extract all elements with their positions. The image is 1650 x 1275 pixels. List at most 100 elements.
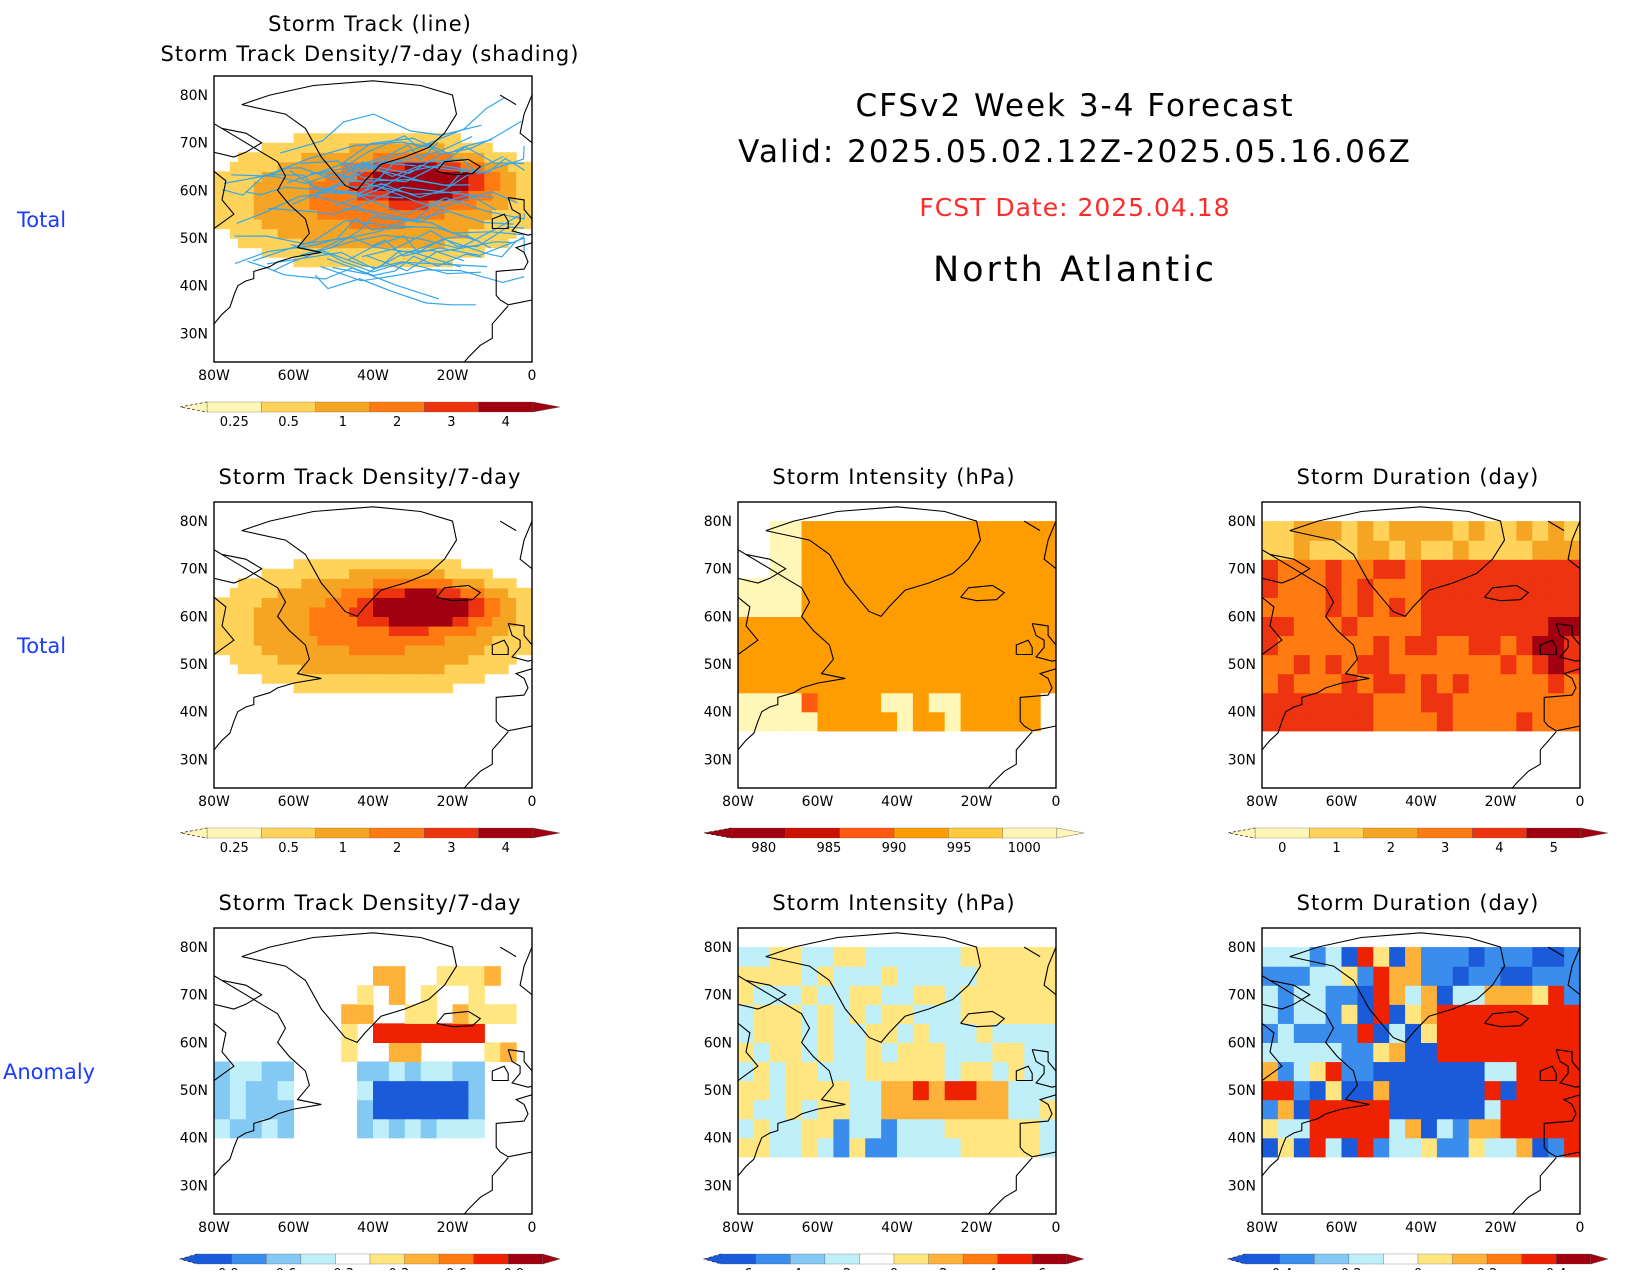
- grid-cell: [1436, 966, 1454, 986]
- grid-cell: [396, 597, 406, 608]
- grid-cell: [897, 1023, 914, 1043]
- grid-cell: [865, 1118, 882, 1139]
- grid-cell: [484, 180, 493, 191]
- grid-cell: [293, 190, 303, 201]
- grid-cell: [388, 152, 398, 163]
- grid-cell: [388, 133, 398, 144]
- grid-cell: [468, 180, 477, 191]
- colorbar-label: -0.4: [1267, 1267, 1292, 1270]
- grid-cell: [245, 1099, 263, 1120]
- grid-cell: [492, 664, 501, 675]
- grid-cell: [865, 521, 882, 541]
- grid-cell: [237, 654, 247, 665]
- grid-cell: [468, 985, 485, 1005]
- grid-cell: [444, 645, 454, 656]
- grid-cell: [1325, 711, 1343, 732]
- grid-cell: [452, 1061, 469, 1082]
- grid-cell: [1405, 1099, 1422, 1120]
- grid-cell: [785, 1099, 803, 1120]
- grid-cell: [484, 966, 501, 986]
- panel-title-track-shading: Storm Track Density/7-day (shading): [160, 42, 580, 66]
- grid-cell: [849, 1042, 866, 1063]
- grid-cell: [388, 1042, 406, 1063]
- grid-cell: [1309, 1004, 1327, 1024]
- grid-cell: [349, 247, 358, 258]
- grid-cell: [245, 171, 255, 182]
- grid-cell: [404, 161, 414, 172]
- grid-cell: [500, 180, 509, 191]
- grid-cell: [1389, 673, 1406, 694]
- grid-cell: [1389, 1118, 1406, 1139]
- grid-cell: [301, 219, 310, 230]
- grid-cell: [484, 587, 493, 598]
- grid-cell: [1452, 616, 1470, 637]
- x-tick-label: 20W: [437, 1220, 469, 1236]
- grid-cell: [301, 606, 310, 617]
- coastline: [214, 979, 263, 1010]
- grid-cell: [349, 587, 358, 598]
- coastline: [436, 1010, 482, 1028]
- grid-cell: [912, 635, 930, 656]
- grid-cell: [1516, 559, 1533, 579]
- grid-cell: [1357, 1099, 1374, 1120]
- x-tick-label: 40W: [357, 1220, 389, 1236]
- grid-cell: [912, 616, 930, 637]
- grid-cell: [1309, 559, 1327, 579]
- grid-cell: [1008, 947, 1025, 967]
- grid-cell: [436, 219, 446, 230]
- grid-cell: [1516, 1137, 1533, 1158]
- grid-cell: [277, 152, 287, 163]
- colorbar-segment: [1314, 1253, 1350, 1265]
- grid-cell: [380, 654, 390, 665]
- grid-cell: [1421, 597, 1438, 617]
- grid-cell: [1436, 1099, 1454, 1120]
- grid-cell: [1564, 985, 1580, 1005]
- grid-cell: [444, 133, 454, 144]
- grid-cell: [484, 1004, 501, 1024]
- grid-cell: [1040, 521, 1056, 541]
- grid-cell: [388, 597, 398, 608]
- grid-cell: [524, 161, 532, 172]
- grid-cell: [436, 1061, 454, 1082]
- grid-cell: [285, 238, 295, 249]
- grid-cell: [349, 664, 358, 675]
- grid-cell: [388, 683, 398, 694]
- grid-cell: [293, 180, 303, 191]
- grid-cell: [1373, 578, 1390, 598]
- grid-cell: [1341, 1061, 1358, 1082]
- grid-cell: [325, 247, 334, 258]
- grid-cell: [1500, 559, 1517, 579]
- grid-cell: [500, 654, 509, 665]
- grid-cell: [468, 1080, 485, 1101]
- grid-cell: [221, 597, 231, 608]
- grid-cell: [365, 587, 374, 598]
- grid-cell: [897, 654, 914, 675]
- grid-cell: [1405, 1042, 1422, 1063]
- grid-cell: [1405, 654, 1422, 675]
- grid-cell: [452, 635, 462, 646]
- grid-cell: [1357, 559, 1374, 579]
- grid-cell: [1357, 540, 1374, 560]
- grid-cell: [849, 1080, 866, 1101]
- grid-cell: [1341, 673, 1358, 694]
- grid-cell: [373, 1099, 390, 1120]
- colorbar-label: 0: [1278, 841, 1286, 856]
- grid-cell: [769, 1042, 787, 1063]
- grid-cell: [960, 616, 978, 637]
- grid-cell: [436, 683, 446, 694]
- grid-cell: [833, 985, 850, 1005]
- grid-cell: [1341, 597, 1358, 617]
- grid-cell: [293, 209, 303, 220]
- grid-cell: [309, 133, 318, 144]
- grid-cell: [349, 635, 358, 646]
- grid-cell: [492, 199, 501, 211]
- grid-cell: [468, 152, 477, 163]
- map-frame: [213, 75, 533, 363]
- grid-cell: [1564, 1023, 1580, 1043]
- colorbar: 0.25 0.5 1 2 3 4: [179, 401, 561, 430]
- grid-cell: [420, 152, 430, 163]
- grid-cell: [1373, 1023, 1390, 1043]
- grid-cell: [460, 568, 469, 579]
- grid-cell: [277, 606, 287, 617]
- storm-track: [365, 235, 525, 272]
